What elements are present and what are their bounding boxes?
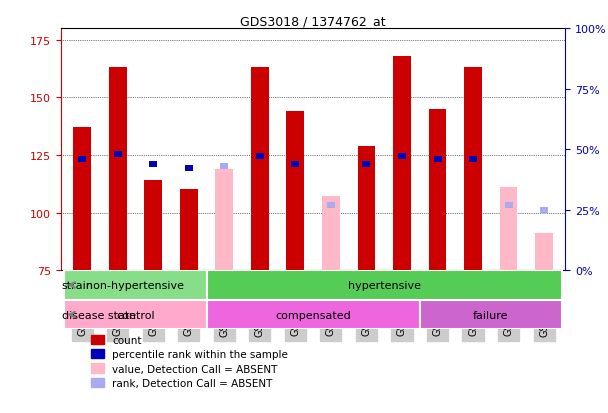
Text: hypertensive: hypertensive xyxy=(348,280,421,290)
Bar xyxy=(322,197,340,271)
Bar xyxy=(434,157,441,162)
Bar xyxy=(144,181,162,271)
Text: strain: strain xyxy=(61,280,94,290)
Text: failure: failure xyxy=(473,310,508,320)
Bar xyxy=(251,68,269,271)
Text: disease state: disease state xyxy=(61,310,136,320)
Legend: count, percentile rank within the sample, value, Detection Call = ABSENT, rank, : count, percentile rank within the sample… xyxy=(91,335,288,388)
Text: compensated: compensated xyxy=(275,310,351,320)
Bar xyxy=(358,146,375,271)
Bar xyxy=(64,300,207,330)
Bar xyxy=(185,166,193,172)
Bar xyxy=(286,112,304,271)
Bar xyxy=(469,157,477,162)
Bar xyxy=(220,164,228,170)
Bar xyxy=(327,202,335,208)
Bar xyxy=(215,169,233,271)
Bar xyxy=(291,161,299,167)
Bar xyxy=(393,57,411,271)
Bar xyxy=(362,161,370,167)
Bar xyxy=(420,300,562,330)
Bar xyxy=(429,109,446,271)
Bar xyxy=(505,202,513,208)
Text: control: control xyxy=(116,310,155,320)
Text: non-hypertensive: non-hypertensive xyxy=(86,280,184,290)
Bar xyxy=(64,271,207,300)
Bar xyxy=(109,68,126,271)
Bar xyxy=(500,188,517,271)
Bar xyxy=(149,161,157,167)
Bar xyxy=(207,271,562,300)
Bar xyxy=(207,300,420,330)
Bar xyxy=(78,157,86,162)
Bar xyxy=(73,128,91,271)
Bar xyxy=(540,207,548,213)
Bar xyxy=(464,68,482,271)
Title: GDS3018 / 1374762_at: GDS3018 / 1374762_at xyxy=(240,15,386,28)
Bar xyxy=(256,154,264,160)
Bar xyxy=(535,234,553,271)
Bar xyxy=(398,154,406,160)
Bar xyxy=(114,152,122,158)
Bar xyxy=(180,190,198,271)
